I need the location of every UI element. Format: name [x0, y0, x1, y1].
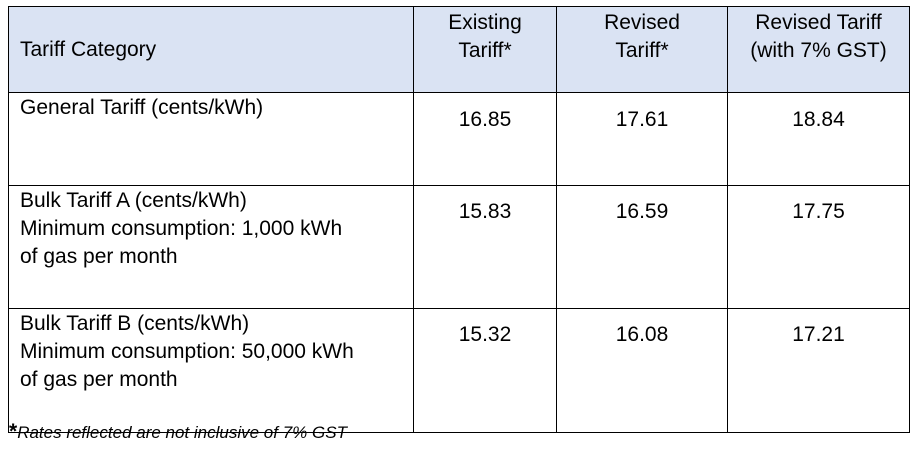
row-category: Bulk Tariff A (cents/kWh) Minimum consum… — [8, 185, 414, 309]
cell-revised-tariff-gst: 17.75 — [727, 185, 910, 309]
cell-revised-tariff: 16.59 — [556, 185, 728, 309]
footnote: *Rates reflected are not inclusive of 7%… — [9, 421, 347, 444]
header-revised-tariff-gst: Revised Tariff (with 7% GST) — [727, 6, 910, 93]
table-row: Bulk Tariff B (cents/kWh) Minimum consum… — [8, 308, 910, 433]
row-category: Bulk Tariff B (cents/kWh) Minimum consum… — [8, 308, 414, 433]
table-header-row: Tariff Category Existing Tariff* Revised… — [8, 6, 910, 93]
header-revised-tariff: Revised Tariff* — [556, 6, 728, 93]
tariff-table: Tariff Category Existing Tariff* Revised… — [8, 6, 910, 433]
cell-existing-tariff: 16.85 — [413, 92, 557, 186]
row-category: General Tariff (cents/kWh) — [8, 92, 414, 186]
cell-existing-tariff: 15.32 — [413, 308, 557, 433]
cell-revised-tariff-gst: 18.84 — [727, 92, 910, 186]
header-tariff-category: Tariff Category — [8, 6, 414, 93]
footnote-marker: * — [9, 420, 18, 443]
cell-revised-tariff: 16.08 — [556, 308, 728, 433]
table-row: General Tariff (cents/kWh) 16.85 17.61 1… — [8, 92, 910, 186]
cell-existing-tariff: 15.83 — [413, 185, 557, 309]
footnote-text: Rates reflected are not inclusive of 7% … — [17, 423, 347, 442]
header-existing-tariff: Existing Tariff* — [413, 6, 557, 93]
table-row: Bulk Tariff A (cents/kWh) Minimum consum… — [8, 185, 910, 309]
cell-revised-tariff-gst: 17.21 — [727, 308, 910, 433]
cell-revised-tariff: 17.61 — [556, 92, 728, 186]
